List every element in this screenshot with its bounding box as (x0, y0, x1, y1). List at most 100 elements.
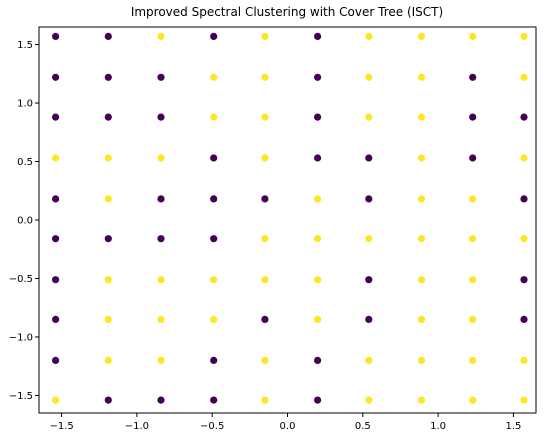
scatter-point (104, 396, 112, 404)
scatter-point (469, 356, 477, 364)
scatter-point (52, 32, 60, 41)
scatter-point (261, 154, 269, 162)
scatter-point (520, 235, 528, 243)
scatter-point (104, 356, 112, 364)
y-tick-label: 0.5 (17, 157, 33, 168)
scatter-point (104, 195, 112, 203)
scatter-point (314, 32, 322, 41)
scatter-point (261, 32, 269, 41)
scatter-point (365, 235, 373, 243)
scatter-point (52, 315, 60, 323)
y-tick-label: −0.5 (9, 274, 33, 285)
scatter-point (417, 315, 426, 323)
scatter-point (104, 276, 112, 284)
x-tick-label: −1.5 (49, 421, 73, 432)
scatter-point (52, 154, 60, 162)
scatter-point (210, 396, 218, 404)
scatter-point (469, 195, 477, 203)
y-tick-label: −1.5 (9, 391, 33, 402)
scatter-point (314, 356, 322, 364)
scatter-point (365, 113, 373, 121)
scatter-point (469, 276, 477, 284)
x-tick-label: −0.5 (200, 421, 224, 432)
scatter-point (520, 195, 528, 203)
y-tick-label: 1.5 (17, 40, 33, 51)
scatter-point (210, 195, 218, 203)
scatter-point (157, 113, 165, 121)
scatter-point (157, 195, 165, 203)
scatter-point (261, 73, 269, 81)
scatter-point (469, 235, 477, 243)
x-tick-label: 1.0 (430, 421, 446, 432)
scatter-point (469, 113, 477, 121)
scatter-point (365, 276, 373, 284)
y-tick-label: −1.0 (9, 332, 33, 343)
scatter-point (104, 32, 112, 41)
scatter-point (314, 276, 322, 284)
scatter-point (157, 276, 165, 284)
scatter-point (520, 113, 528, 121)
y-tick-label: 0.0 (17, 216, 33, 227)
scatter-point (210, 315, 218, 323)
scatter-point (520, 32, 528, 41)
scatter-point (157, 154, 165, 162)
chart-title: Improved Spectral Clustering with Cover … (131, 5, 443, 19)
scatter-point (417, 396, 426, 404)
scatter-point (417, 356, 426, 364)
scatter-point (261, 113, 269, 121)
scatter-point (210, 235, 218, 243)
y-tick-label: 1.0 (17, 99, 33, 110)
scatter-point (520, 73, 528, 81)
x-tick-label: 0.0 (280, 421, 296, 432)
x-ticks: −1.5 −1.0 −0.5 0.0 0.5 1.0 1.5 (49, 413, 521, 432)
scatter-point (417, 113, 426, 121)
scatter-point (157, 73, 165, 81)
scatter-point (365, 396, 373, 404)
scatter-point (157, 32, 165, 41)
scatter-point (520, 356, 528, 364)
scatter-point (365, 154, 373, 162)
scatter-point (261, 276, 269, 284)
scatter-point (104, 235, 112, 243)
scatter-point (261, 396, 269, 404)
scatter-point (210, 73, 218, 81)
scatter-point (417, 73, 426, 81)
scatter-point (469, 396, 477, 404)
scatter-point (365, 315, 373, 323)
scatter-point (314, 235, 322, 243)
scatter-point (157, 315, 165, 323)
scatter-point (104, 154, 112, 162)
scatter-point (157, 235, 165, 243)
scatter-point (210, 154, 218, 162)
x-tick-label: 1.5 (505, 421, 521, 432)
scatter-point (210, 32, 218, 41)
scatter-point (417, 195, 426, 203)
scatter-point (104, 73, 112, 81)
scatter-point (261, 235, 269, 243)
scatter-point (469, 315, 477, 323)
x-tick-label: 0.5 (355, 421, 371, 432)
scatter-point (469, 73, 477, 81)
scatter-point (469, 154, 477, 162)
scatter-point (365, 356, 373, 364)
scatter-point (417, 235, 426, 243)
scatter-point (210, 113, 218, 121)
scatter-point (314, 154, 322, 162)
scatter-point (52, 195, 60, 203)
scatter-point (157, 356, 165, 364)
scatter-point (52, 235, 60, 243)
y-ticks: −1.5 −1.0 −0.5 0.0 0.5 1.0 1.5 (9, 40, 39, 402)
scatter-point (104, 315, 112, 323)
scatter-point (104, 113, 112, 121)
scatter-point (365, 73, 373, 81)
scatter-point (520, 276, 528, 284)
scatter-point (314, 396, 322, 404)
scatter-point (520, 154, 528, 162)
scatter-point (261, 356, 269, 364)
scatter-point (52, 73, 60, 81)
axes (38, 26, 537, 414)
scatter-point (314, 315, 322, 323)
scatter-point (520, 396, 528, 404)
scatter-point (261, 195, 269, 203)
